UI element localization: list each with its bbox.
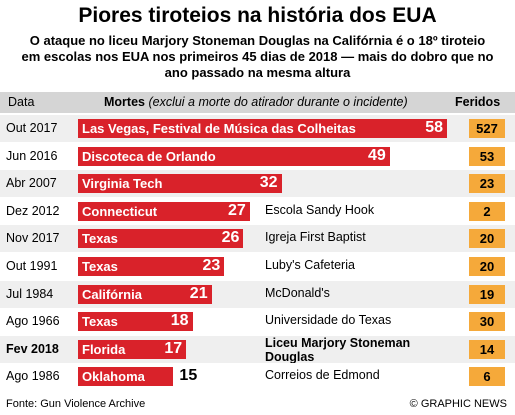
bar: Texas 26 — [78, 229, 244, 249]
wounded: 30 — [469, 312, 505, 332]
bar: Connecticut 27 — [78, 201, 250, 221]
row: Jul 1984 McDonald's Califórnia 21 19 — [0, 280, 515, 308]
header-deaths-label: Mortes — [104, 95, 145, 109]
value-label: 26 — [221, 229, 240, 247]
date: Ago 1966 — [6, 314, 60, 329]
date: Nov 2017 — [6, 231, 60, 246]
value-label: 32 — [259, 174, 278, 192]
bar-label: Oklahoma — [82, 369, 145, 385]
wounded: 2 — [469, 201, 505, 221]
bar: Florida 17 — [78, 339, 187, 359]
wounded: 527 — [469, 119, 505, 138]
bar-label: Las Vegas, Festival de Música das Colhei… — [82, 121, 356, 136]
value-label: 21 — [189, 284, 208, 302]
row: Dez 2012 Escola Sandy Hook Connecticut 27 2 — [0, 197, 515, 225]
venue: Escola Sandy Hook — [265, 202, 375, 217]
bar: Texas 18 — [78, 312, 193, 332]
bar-label: Texas — [82, 259, 118, 274]
date: Abr 2007 — [6, 176, 57, 191]
bar-label: Connecticut — [82, 203, 158, 219]
header-deaths-note: (exclui a morte do atirador durante o in… — [148, 95, 408, 109]
value-label: 18 — [170, 312, 189, 330]
row: Fev 2018 Liceu Marjory Stoneman Douglas Fl… — [0, 335, 515, 364]
value-label: 17 — [164, 339, 183, 357]
date: Jun 2016 — [6, 148, 58, 163]
date: Ago 1986 — [6, 369, 60, 384]
bar-label: Texas — [82, 314, 118, 330]
row: Ago 1966 Universidade do Texas Texas 18 30 — [0, 308, 515, 336]
source: Fonte: Gun Violence Archive — [6, 398, 146, 410]
bar-label: Califórnia — [82, 286, 142, 302]
venue: Luby's Cafeteria — [265, 258, 355, 272]
row: Ago 1986 Correios de Edmond Oklahoma 15 6 — [0, 363, 515, 391]
venue: Liceu Marjory Stoneman Douglas — [265, 335, 411, 364]
wounded: 20 — [469, 257, 505, 276]
wounded: 6 — [469, 367, 505, 387]
venue: Igreja First Baptist — [265, 230, 366, 245]
bar-label: Discoteca de Orlando — [82, 148, 216, 164]
wounded: 19 — [469, 284, 505, 304]
subtitle: O ataque no liceu Marjory Stoneman Dougl… — [21, 33, 494, 80]
wounded: 53 — [469, 146, 505, 166]
bar: Texas 23 — [78, 257, 225, 276]
value-label: 23 — [202, 257, 221, 274]
row: Nov 2017 Igreja First Baptist Texas 26 20 — [0, 225, 515, 253]
venue: Correios de Edmond — [265, 368, 380, 383]
value-label: 15 — [179, 367, 198, 385]
header-row: Data Mortes (exclui a morte do atirador … — [0, 92, 515, 113]
header-deaths: Mortes (exclui a morte do atirador duran… — [104, 95, 408, 109]
date: Fev 2018 — [6, 341, 59, 356]
bar: Califórnia 21 — [78, 284, 212, 304]
row: Out 2017 Las Vegas, Festival de Música da… — [0, 115, 515, 142]
bar: Oklahoma 15 — [78, 367, 197, 387]
bar: Virginia Tech 32 — [78, 174, 282, 194]
date: Jul 1984 — [6, 286, 54, 301]
credit: © GRAPHIC NEWS — [409, 398, 507, 410]
bar: Discoteca de Orlando 49 — [78, 146, 390, 166]
value-label: 27 — [227, 201, 246, 219]
date: Out 1991 — [6, 259, 58, 273]
value-label: 49 — [367, 146, 386, 164]
date: Dez 2012 — [6, 203, 60, 218]
wounded: 23 — [469, 174, 505, 194]
header-wounded: Feridos — [455, 95, 501, 109]
title: Piores tiroteios na história dos EUA — [78, 4, 437, 27]
row: Jun 2016 Discoteca de Orlando 49 53 — [0, 142, 515, 170]
bar-label: Virginia Tech — [82, 176, 163, 192]
bar: Las Vegas, Festival de Música das Colhei… — [78, 119, 447, 138]
wounded: 14 — [469, 339, 505, 359]
venue: McDonald's — [265, 285, 330, 300]
bar-label: Florida — [82, 341, 126, 357]
wounded: 20 — [469, 229, 505, 249]
bar-label: Texas — [82, 231, 118, 247]
venue: Universidade do Texas — [265, 313, 392, 328]
header-date: Data — [8, 95, 35, 109]
row: Out 1991 Luby's Cafeteria Texas 23 20 — [0, 253, 515, 280]
row: Abr 2007 Virginia Tech 32 23 — [0, 170, 515, 198]
date: Out 2017 — [6, 121, 58, 135]
value-label: 58 — [425, 119, 443, 136]
